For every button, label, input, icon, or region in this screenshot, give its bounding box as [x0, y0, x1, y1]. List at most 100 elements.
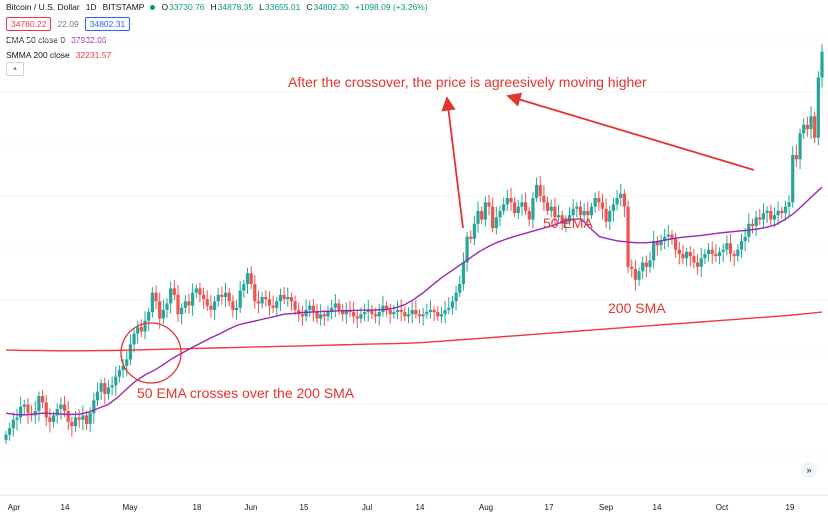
candle	[615, 189, 619, 211]
candle	[66, 400, 70, 431]
candle	[403, 306, 407, 321]
candle	[238, 281, 242, 314]
candle	[333, 293, 337, 318]
candle	[363, 303, 367, 322]
indicator-sma-label: SMMA 200 close	[6, 50, 70, 60]
candle	[103, 377, 107, 405]
candle	[780, 206, 784, 219]
candle	[267, 290, 272, 316]
interval[interactable]: 1D	[85, 2, 97, 12]
candle	[652, 230, 656, 269]
candle	[695, 253, 700, 275]
ohlc-close: C34802.30	[306, 2, 349, 12]
candle	[725, 235, 729, 256]
candle	[739, 233, 744, 258]
candle	[212, 296, 217, 320]
candle	[428, 300, 433, 319]
candle	[556, 205, 561, 222]
candle	[388, 304, 392, 324]
ohlc-low: L33655.01	[259, 2, 301, 12]
candle	[450, 295, 455, 315]
candle	[183, 295, 187, 314]
candle	[180, 303, 184, 325]
candle	[600, 193, 605, 220]
candle	[575, 202, 579, 218]
candle	[681, 244, 685, 265]
candle	[692, 248, 696, 269]
candle	[732, 249, 736, 267]
candle	[454, 285, 458, 311]
sell-price[interactable]: 34780.22	[6, 17, 52, 31]
arrow-up	[441, 96, 464, 229]
candle	[655, 236, 659, 256]
exchange: BITSTAMP	[102, 2, 145, 12]
candle	[710, 241, 714, 265]
candle	[747, 213, 751, 243]
candle	[158, 292, 162, 329]
candle	[399, 299, 403, 322]
bid-ask-row: 34780.22 22.09 34802.31	[6, 17, 136, 31]
candle	[498, 205, 502, 227]
candle	[611, 197, 616, 222]
candle	[699, 247, 703, 278]
candle	[472, 215, 476, 246]
candle	[772, 207, 777, 228]
time-axis-label: Apr	[7, 503, 21, 512]
candle	[597, 190, 601, 211]
candle	[534, 177, 539, 203]
candle	[787, 195, 791, 217]
candle	[469, 230, 473, 244]
ohlc-open: O33730.76	[161, 2, 205, 12]
candle	[234, 299, 239, 320]
candle	[187, 293, 191, 314]
chevron-up-icon[interactable]: ▴	[6, 62, 24, 76]
candle	[666, 224, 670, 248]
candle	[776, 201, 780, 226]
buy-price[interactable]: 34802.31	[84, 17, 131, 31]
candle	[143, 311, 147, 340]
candle	[169, 281, 173, 314]
candle	[264, 290, 268, 307]
candle	[421, 307, 425, 326]
candle	[703, 248, 707, 264]
candle	[344, 302, 348, 324]
candle	[308, 300, 312, 318]
candle	[19, 396, 23, 424]
candle	[813, 111, 817, 144]
candle	[172, 280, 176, 301]
candle	[761, 203, 766, 228]
time-axis-label: 15	[299, 503, 309, 512]
candle	[659, 234, 663, 252]
candle	[406, 307, 411, 324]
sma-200-line	[5, 311, 823, 352]
time-axis-label: 17	[544, 503, 554, 512]
candle	[355, 311, 359, 328]
double-chevron-right-icon[interactable]: »	[801, 462, 817, 478]
indicator-sma-value: 32231.57	[75, 50, 112, 60]
candle	[509, 187, 513, 212]
annotation-sma: 200 SMA	[608, 300, 666, 316]
candle	[589, 202, 594, 220]
candle	[59, 397, 63, 420]
candle	[8, 422, 12, 441]
candle	[571, 199, 575, 222]
candle	[311, 298, 315, 322]
indicator-sma[interactable]: SMMA 200 close 32231.57	[6, 50, 117, 60]
market-status-icon	[150, 4, 156, 10]
candle	[476, 201, 480, 233]
candle	[802, 118, 806, 139]
time-axis-label: Jun	[244, 503, 258, 512]
candle	[132, 329, 136, 353]
candle	[92, 392, 96, 424]
candle	[670, 230, 674, 245]
symbol-name[interactable]: Bitcoin / U.S. Dollar	[6, 2, 80, 12]
candle	[436, 306, 440, 321]
candle	[626, 200, 630, 273]
time-axis-label: 19	[785, 503, 795, 512]
candle	[685, 247, 689, 267]
time-axis-label: 14	[60, 503, 70, 512]
candle	[677, 241, 681, 265]
candle	[278, 288, 283, 311]
candle	[743, 227, 747, 252]
